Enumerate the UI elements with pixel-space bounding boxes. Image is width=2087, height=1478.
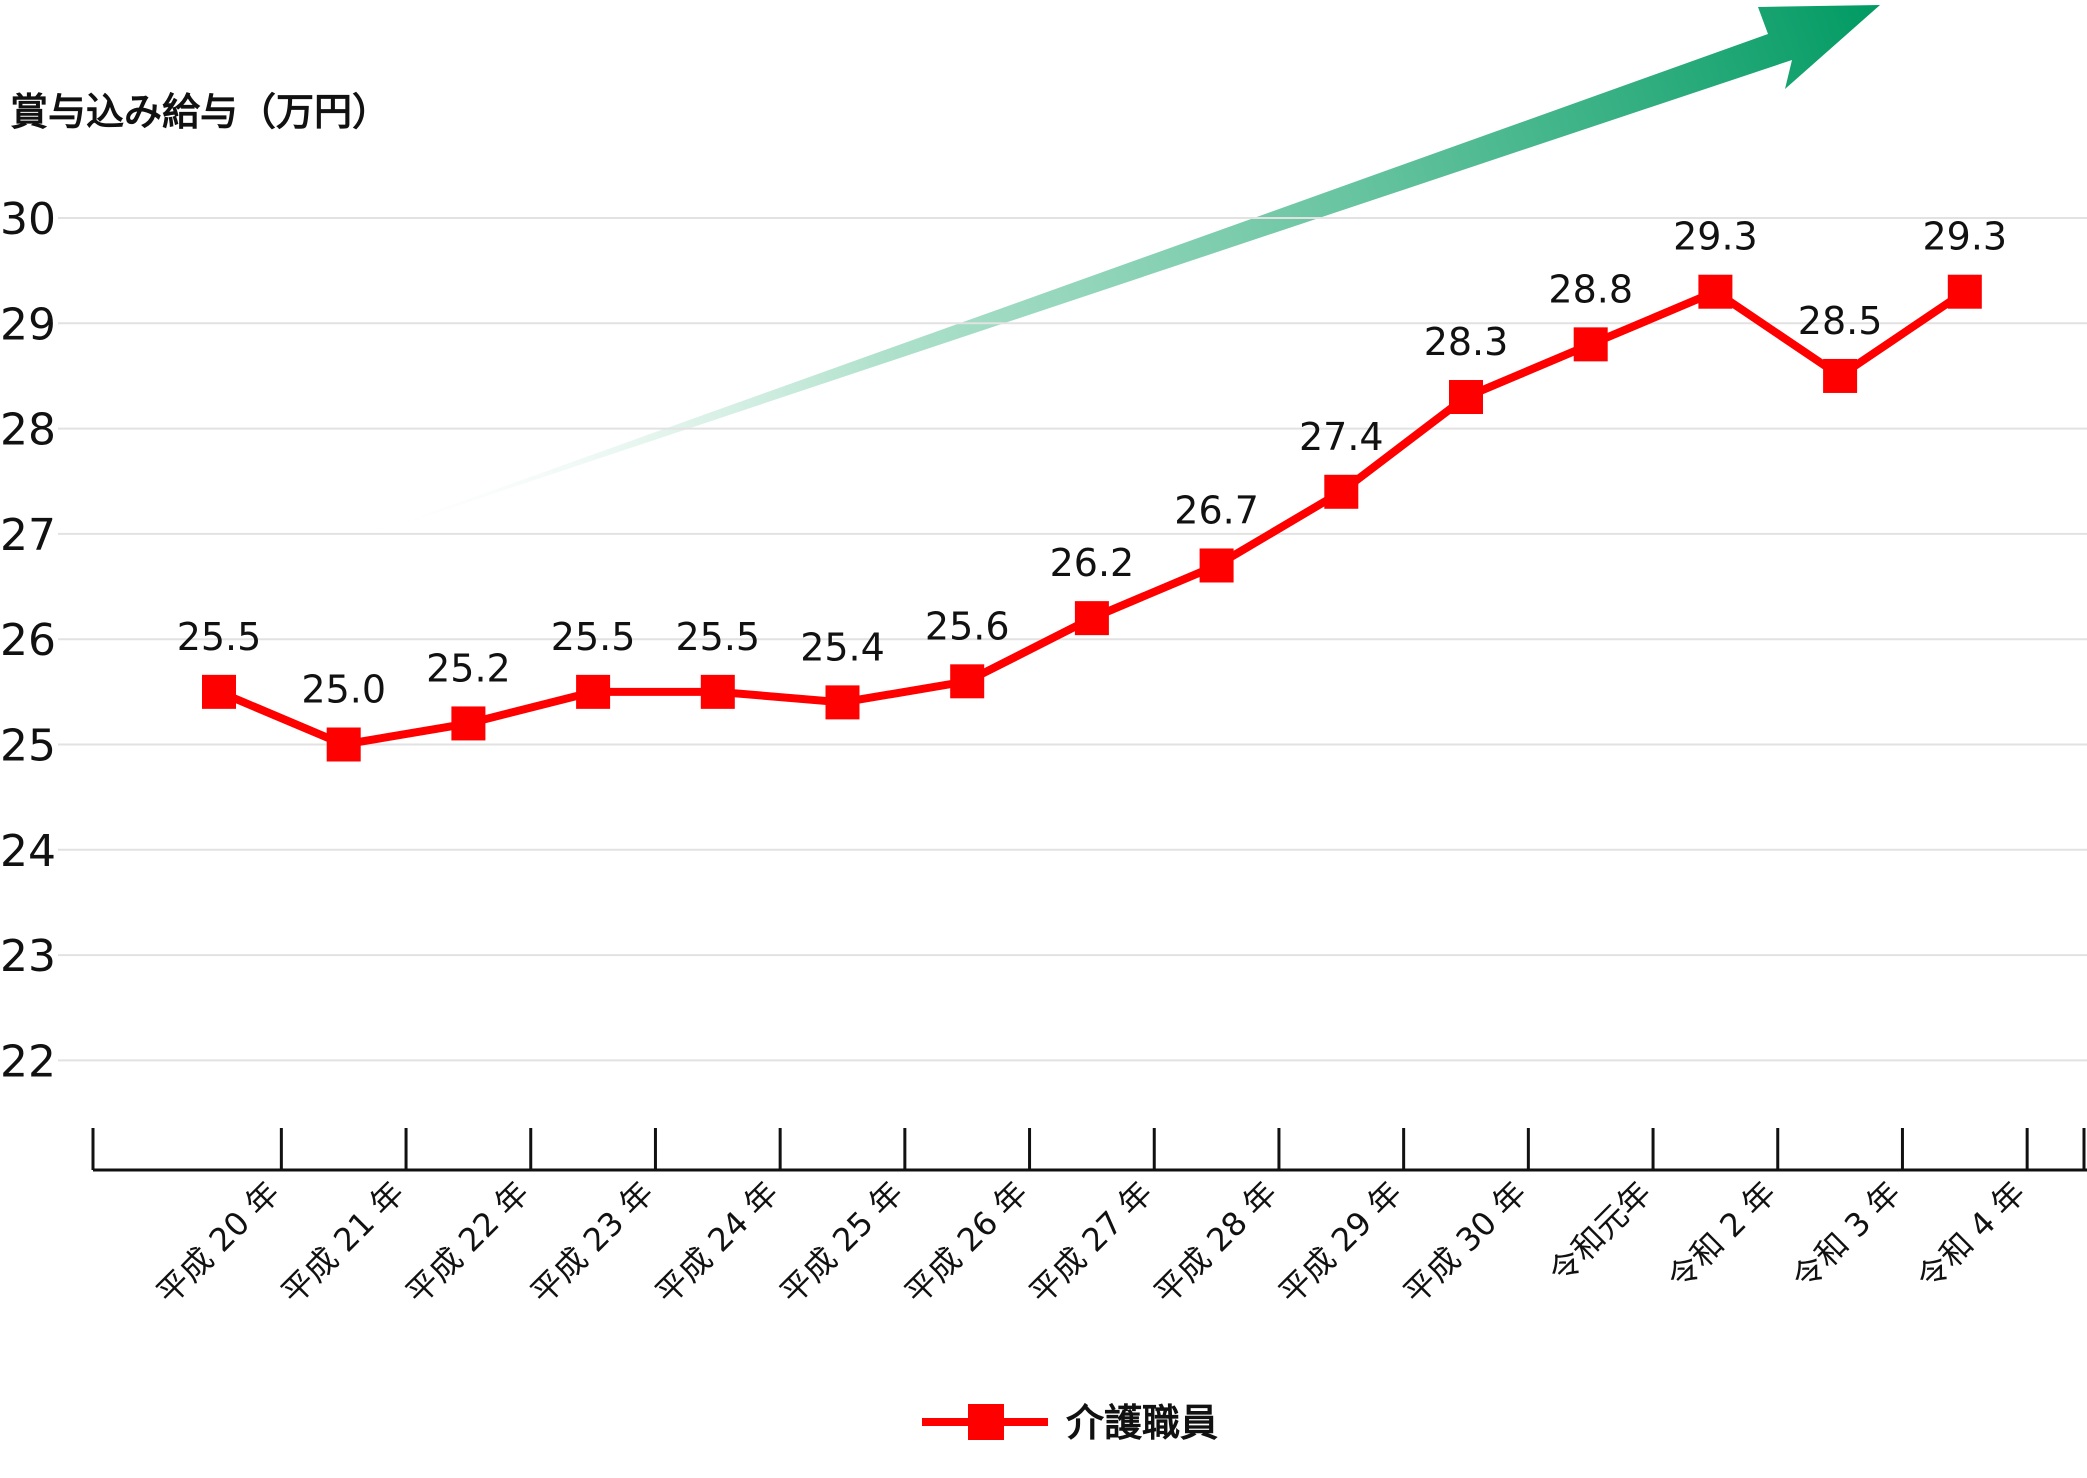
x-tick-label: 令和 3 年 — [1785, 1174, 1909, 1298]
y-tick-label-24: 24 — [0, 826, 56, 877]
x-tick-label: 令和 4 年 — [1909, 1174, 2033, 1298]
data-point-marker — [1823, 358, 1858, 393]
y-tick-label-22: 22 — [0, 1036, 56, 1087]
x-axis-tick-labels: 平成 20 年平成 21 年平成 22 年平成 23 年平成 24 年平成 25… — [149, 1174, 2033, 1312]
x-tick-label: 平成 21 年 — [274, 1174, 412, 1312]
data-label: 25.5 — [675, 615, 760, 659]
data-point-marker — [1074, 601, 1109, 636]
x-tick-label: 平成 26 年 — [897, 1174, 1035, 1312]
data-point-marker — [1199, 548, 1234, 583]
data-point-marker — [825, 685, 860, 720]
x-tick-label: 平成 22 年 — [398, 1174, 536, 1312]
data-label: 25.4 — [800, 625, 885, 669]
trend-arrow — [340, 5, 1880, 545]
data-point-marker — [451, 706, 486, 741]
x-tick-label: 平成 29 年 — [1271, 1174, 1409, 1312]
data-label: 26.2 — [1050, 541, 1135, 585]
data-point-marker — [326, 727, 361, 762]
data-label: 28.8 — [1548, 267, 1633, 311]
legend-label: 介護職員 — [1066, 1401, 1218, 1445]
x-tick-label: 平成 23 年 — [523, 1174, 661, 1312]
y-tick-label-28: 28 — [0, 405, 56, 456]
y-axis-label: 賞与込み給与（万円） — [10, 90, 390, 134]
data-label: 26.7 — [1174, 488, 1259, 532]
data-label: 25.6 — [925, 604, 1010, 648]
data-point-marker — [1947, 274, 1982, 309]
legend-marker-swatch — [968, 1404, 1004, 1440]
x-tick-label: 令和 2 年 — [1660, 1174, 1784, 1298]
series-kaigo-shokuin — [202, 274, 1982, 762]
data-labels: 25.5 25.0 25.2 25.5 25.5 25.4 25.6 26.2 26.7 27.4… — [177, 215, 2007, 712]
data-label: 28.3 — [1424, 320, 1509, 364]
data-point-marker — [700, 674, 735, 709]
data-point-marker — [1324, 474, 1359, 509]
data-label: 25.5 — [551, 615, 636, 659]
y-axis-ticks: 22 23 24 25 26 27 28 29 30 — [0, 194, 56, 1087]
y-tick-label-27: 27 — [0, 510, 56, 561]
data-point-marker — [576, 674, 611, 709]
y-tick-label-25: 25 — [0, 721, 56, 772]
data-point-marker — [950, 664, 985, 699]
data-point-marker — [202, 674, 236, 709]
data-label: 25.0 — [301, 668, 386, 712]
grid-lines — [58, 217, 2087, 1062]
x-tick-label: 平成 20 年 — [149, 1174, 287, 1312]
data-label: 25.5 — [177, 615, 262, 659]
data-label: 28.5 — [1798, 299, 1883, 343]
y-tick-label-23: 23 — [0, 931, 56, 982]
data-point-marker — [1698, 274, 1733, 309]
data-label: 25.2 — [426, 646, 511, 690]
x-tick-label: 平成 30 年 — [1396, 1174, 1534, 1312]
x-tick-label: 平成 24 年 — [648, 1174, 786, 1312]
x-tick-label: 平成 27 年 — [1022, 1174, 1160, 1312]
data-point-marker — [1573, 327, 1608, 362]
y-tick-label-30: 30 — [0, 194, 56, 245]
data-point-marker — [1449, 380, 1483, 415]
x-tick-label: 平成 28 年 — [1147, 1174, 1285, 1312]
y-tick-label-26: 26 — [0, 615, 56, 666]
data-label: 29.3 — [1673, 215, 1758, 259]
x-tick-label: 平成 25 年 — [773, 1174, 911, 1312]
data-label: 27.4 — [1299, 415, 1384, 459]
y-tick-label-29: 29 — [0, 299, 56, 350]
legend: 介護職員 — [922, 1401, 1218, 1445]
x-axis — [91, 1128, 2087, 1172]
x-tick-label: 令和元年 — [1541, 1174, 1658, 1291]
data-label: 29.3 — [1922, 215, 2007, 259]
